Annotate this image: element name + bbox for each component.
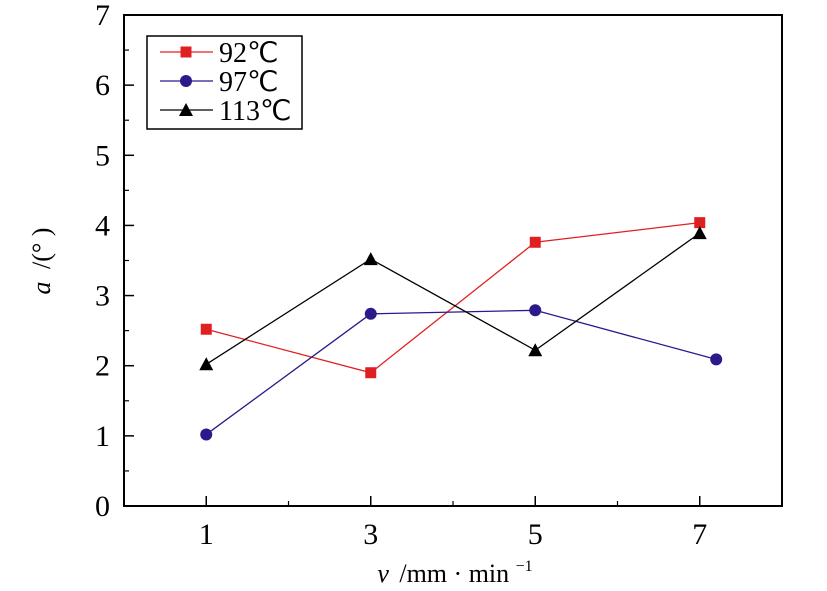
data-point xyxy=(200,428,213,441)
data-point xyxy=(200,323,212,335)
data-point xyxy=(529,304,542,317)
series-layer xyxy=(199,217,723,441)
data-point xyxy=(529,236,541,248)
y-axis-variable: a xyxy=(27,281,56,294)
x-axis-variable: v xyxy=(377,559,389,588)
y-axis-unit: /(° ) xyxy=(27,228,56,269)
data-point xyxy=(364,307,377,320)
y-tick-label: 0 xyxy=(95,490,110,523)
x-axis-title: v /mm · min −1 xyxy=(377,558,532,588)
x-axis-unit: /mm · min xyxy=(399,559,509,588)
data-point xyxy=(692,226,707,240)
x-tick-label: 7 xyxy=(692,518,707,551)
legend-marker xyxy=(180,75,192,87)
legend-marker xyxy=(179,103,193,116)
y-tick-label: 6 xyxy=(95,69,110,102)
y-tick-label: 5 xyxy=(95,139,110,172)
x-tick-label: 5 xyxy=(528,518,543,551)
data-point xyxy=(363,252,378,266)
y-axis: 0 1 2 3 4 5 6 7 xyxy=(95,0,134,523)
y-tick-label: 3 xyxy=(95,280,110,313)
legend-label: 113℃ xyxy=(219,96,291,127)
legend-label: 97℃ xyxy=(219,67,278,98)
y-tick-label: 4 xyxy=(95,209,110,242)
y-axis-title: a /(° ) xyxy=(27,228,56,295)
series-0 xyxy=(200,217,706,379)
x-tick-label: 3 xyxy=(363,518,378,551)
x-axis-unit-superscript: −1 xyxy=(516,558,533,575)
series-2 xyxy=(199,226,707,371)
x-tick-label: 1 xyxy=(199,518,214,551)
y-tick-label: 7 xyxy=(95,0,110,32)
legend-label: 92℃ xyxy=(219,38,278,69)
series-line xyxy=(206,221,700,374)
data-point xyxy=(694,217,706,229)
series-line xyxy=(205,309,717,435)
x-axis: 1 3 5 7 xyxy=(199,496,707,551)
series-line xyxy=(205,232,701,365)
y-tick-label: 1 xyxy=(95,420,110,453)
series-1 xyxy=(200,304,723,441)
legend-marker xyxy=(180,46,192,58)
data-point xyxy=(528,343,543,357)
data-point xyxy=(710,353,723,366)
data-point xyxy=(365,367,377,379)
y-tick-label: 2 xyxy=(95,350,110,383)
data-point xyxy=(199,357,214,371)
